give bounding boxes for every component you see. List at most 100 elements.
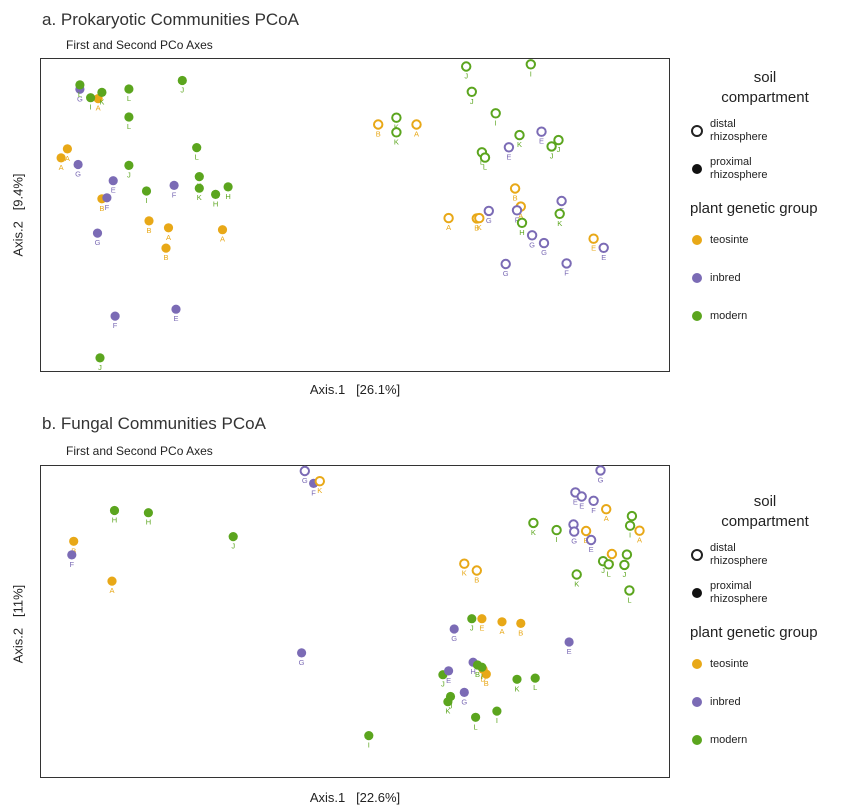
point-label: F: [515, 215, 520, 224]
point-marker: [619, 559, 630, 571]
point-marker: [551, 524, 562, 536]
point-label: J: [449, 702, 453, 711]
legend-item-modern: modern: [690, 733, 840, 747]
point-label: A: [65, 154, 70, 163]
data-point-inbred-proximal-G: G: [73, 159, 83, 179]
point-label: A: [414, 130, 419, 139]
point-label: K: [99, 97, 104, 106]
data-point-modern-proximal-I: I: [86, 93, 96, 112]
point-label: F: [113, 321, 118, 330]
legend-item-proximal: proximal rhizosphere: [690, 580, 840, 606]
data-point-modern-proximal-K: K: [512, 674, 522, 693]
point-label: K: [317, 486, 322, 495]
data-point-modern-distal-K: K: [528, 517, 539, 537]
data-point-teosinte-proximal-A: A: [56, 153, 66, 172]
data-point-teosinte-distal-B: B: [509, 183, 521, 203]
point-marker: [459, 558, 470, 569]
point-marker: [466, 86, 477, 97]
point-marker: [62, 144, 72, 154]
data-point-modern-proximal-L: L: [192, 143, 202, 162]
point-label: L: [195, 153, 199, 162]
point-marker: [585, 534, 597, 546]
point-label: E: [567, 647, 572, 656]
point-label: H: [470, 667, 475, 676]
data-point-modern-distal-H: H: [516, 217, 528, 237]
point-marker: [102, 193, 112, 203]
point-label: K: [445, 707, 450, 716]
data-point-teosinte-distal-B: B: [471, 565, 482, 585]
data-point-modern-proximal-J: J: [467, 614, 477, 633]
point-label: E: [601, 253, 606, 262]
legend-label: teosinte: [710, 233, 749, 246]
data-point-teosinte-proximal-B: B: [144, 216, 154, 235]
legend-label: inbred: [710, 271, 741, 284]
data-point-inbred-proximal-E: E: [171, 304, 181, 323]
y-axis-label: Axis.2 [11%]: [10, 584, 26, 664]
point-label: I: [530, 69, 532, 78]
point-marker: [621, 549, 633, 560]
data-point-teosinte-proximal-B: B: [481, 669, 491, 688]
data-point-inbred-proximal-G: G: [92, 228, 103, 247]
data-point-teosinte-distal-K: K: [474, 212, 485, 232]
legend-item-distal: distal rhizosphere: [690, 542, 840, 568]
legend-label: inbred: [710, 695, 741, 708]
point-label: J: [557, 145, 561, 154]
point-label: H: [519, 228, 524, 237]
legend: soil compartment distal rhizosphere prox…: [690, 492, 840, 747]
data-point-modern-proximal-J: J: [228, 532, 238, 551]
point-marker: [528, 517, 539, 529]
point-label: J: [470, 97, 474, 106]
data-point-modern-distal-L: L: [479, 152, 491, 172]
legend-label: distal rhizosphere: [710, 542, 768, 567]
point-marker: [467, 614, 477, 624]
point-label: L: [483, 163, 487, 172]
data-point-inbred-proximal-E: E: [444, 666, 454, 685]
point-marker: [606, 548, 618, 560]
data-point-modern-proximal-I: I: [141, 186, 152, 205]
point-label: H: [112, 516, 117, 525]
point-marker: [73, 159, 83, 170]
data-point-modern-proximal-L: L: [124, 84, 134, 103]
data-point-teosinte-distal-K: K: [459, 558, 470, 578]
data-point-teosinte-proximal-A: A: [163, 223, 174, 242]
point-marker: [109, 505, 120, 516]
point-label: E: [111, 186, 116, 195]
plot-area: AGABFIGLKLLJJEIFKKLHHBAAGBEFJABKKAJIJIEK…: [40, 58, 670, 372]
point-label: F: [311, 488, 316, 497]
point-label: H: [225, 192, 230, 201]
point-label: I: [90, 103, 92, 112]
data-point-modern-distal-I: I: [525, 59, 536, 78]
data-point-modern-proximal-H: H: [143, 508, 153, 527]
data-point-modern-proximal-I: I: [492, 706, 502, 725]
point-label: A: [96, 104, 101, 113]
legend-item-inbred: inbred: [690, 271, 840, 285]
point-marker: [624, 520, 636, 531]
point-label: E: [591, 244, 596, 253]
point-marker: [124, 84, 134, 94]
data-point-inbred-distal-G: G: [526, 230, 538, 249]
data-point-inbred-distal-G: G: [483, 205, 494, 225]
point-label: J: [470, 624, 474, 633]
legend-label: modern: [710, 733, 748, 746]
data-point-modern-distal-I: I: [490, 108, 501, 127]
point-marker: [490, 108, 501, 119]
point-label: D: [480, 674, 486, 683]
modern-dot-icon: [690, 733, 704, 747]
data-point-inbred-distal-E: E: [585, 534, 597, 554]
data-point-inbred-proximal-F: F: [110, 311, 120, 330]
point-marker: [571, 569, 582, 580]
point-marker: [477, 614, 487, 624]
data-point-modern-distal-I: I: [551, 524, 562, 544]
data-point-modern-proximal-K: K: [443, 697, 453, 716]
point-marker: [576, 491, 587, 502]
data-point-inbred-proximal-E: E: [564, 637, 574, 656]
data-point-inbred-proximal-F: F: [67, 550, 77, 569]
point-marker: [211, 189, 221, 199]
legend-item-proximal: proximal rhizosphere: [690, 156, 840, 182]
panel-b-fungal: b. Fungal Communities PCoA First and Sec…: [0, 404, 845, 809]
point-marker: [108, 176, 118, 186]
data-point-modern-proximal-I: I: [477, 662, 487, 681]
point-marker: [479, 152, 491, 163]
panel-subtitle: First and Second PCo Axes: [66, 38, 213, 52]
filled-circle-icon: [690, 162, 704, 176]
